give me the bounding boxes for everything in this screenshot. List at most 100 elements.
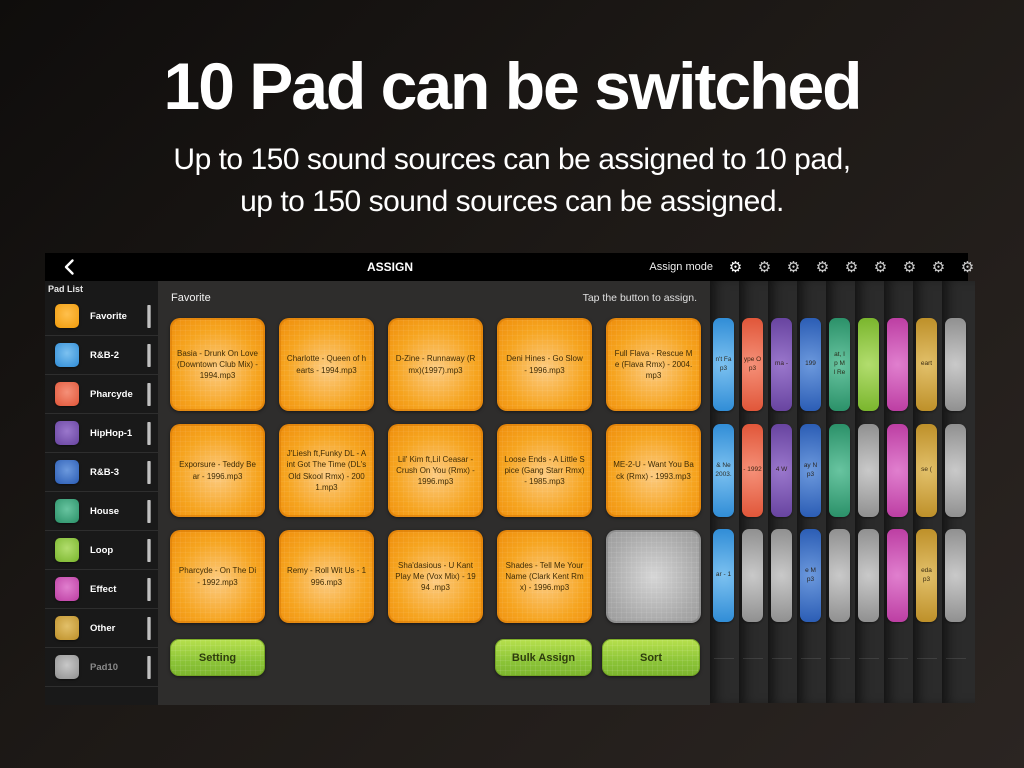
- gear-icon[interactable]: ⚙: [728, 258, 743, 276]
- drag-handle: [147, 422, 151, 445]
- sidebar-item-label: R&B-2: [90, 349, 120, 361]
- sound-pad[interactable]: Exporsure - Teddy Bear - 1996.mp3: [170, 424, 265, 517]
- pad-sliver: [858, 318, 879, 411]
- pad-label: Remy - Roll Wit Us - 1996.mp3: [286, 566, 367, 587]
- strip-footline: [743, 658, 763, 659]
- gear-icon[interactable]: ⚙: [873, 258, 888, 276]
- pad-color-icon: [55, 577, 79, 601]
- hero-subtitle-line2: up to 150 sound sources can be assigned.: [240, 184, 784, 218]
- stacked-panel-r-b-2: n't Fa p3 & Ne 2003. ar - 1: [710, 281, 739, 703]
- back-button[interactable]: [61, 258, 79, 276]
- sound-pad[interactable]: D-Zine - Runnaway (Rmx)(1997).mp3: [388, 318, 483, 411]
- screen-title: ASSIGN: [366, 260, 413, 274]
- pad-label: D-Zine - Runnaway (Rmx)(1997).mp3: [395, 354, 476, 375]
- pad-sliver: eart: [916, 318, 937, 411]
- pad-sliver-text: ay N p3: [803, 461, 818, 478]
- strip-footline: [888, 658, 908, 659]
- stacked-panel-r-b-3: 199 ay N p3 e M p3: [797, 281, 826, 703]
- sidebar-item-pharcyde[interactable]: Pharcyde: [45, 375, 158, 414]
- sound-pad[interactable]: J'Liesh ft,Funky DL - Aint Got The Time …: [279, 424, 374, 517]
- gear-icon[interactable]: ⚙: [757, 258, 772, 276]
- pad-sliver-text: ar - 1: [715, 571, 732, 579]
- pad-label: Basia - Drunk On Love (Downtown Club Mix…: [177, 348, 258, 381]
- sidebar-item-other[interactable]: Other: [45, 609, 158, 648]
- sidebar-item-effect[interactable]: Effect: [45, 570, 158, 609]
- strip-footline: [917, 658, 937, 659]
- sidebar-item-label: Favorite: [90, 310, 127, 322]
- pad-sliver: se (: [916, 424, 937, 517]
- pad-sliver: n't Fa p3: [713, 318, 734, 411]
- pad-sliver-text: n't Fa p3: [715, 355, 732, 372]
- pad-sliver-text: - 1992: [743, 466, 762, 474]
- pad-label: Pharcyde - On The Di - 1992.mp3: [178, 566, 257, 587]
- assign-mode-label: Assign mode: [649, 261, 713, 273]
- stacked-panel-pharcyde: ype O p3 - 1992: [739, 281, 768, 703]
- pad-sliver: ype O p3: [742, 318, 763, 411]
- drag-handle: [147, 617, 151, 640]
- pad-sliver: ma -: [771, 318, 792, 411]
- pad-sliver: [742, 529, 763, 622]
- sound-pad[interactable]: Full Flava - Rescue Me (Flava Rmx) - 200…: [606, 318, 701, 411]
- sort-button[interactable]: Sort: [602, 639, 700, 676]
- sidebar-item-pad10[interactable]: Pad10: [45, 648, 158, 687]
- sidebar-item-hiphop-1[interactable]: HipHop-1: [45, 414, 158, 453]
- pad-label: ME-2-U - Want You Back (Rmx) - 1993.mp3: [613, 460, 694, 481]
- strip-footline: [772, 658, 792, 659]
- strip-footline: [714, 658, 734, 659]
- sound-pad[interactable]: Lil' Kim ft,Lil Ceasar - Crush On You (R…: [388, 424, 483, 517]
- strip-footline: [946, 658, 966, 659]
- sound-pad[interactable]: Shades - Tell Me Your Name (Clark Kent R…: [497, 530, 592, 623]
- empty-pad[interactable]: [606, 530, 701, 623]
- pad-sliver: [829, 424, 850, 517]
- sidebar-item-r-b-2[interactable]: R&B-2: [45, 336, 158, 375]
- sound-pad[interactable]: ME-2-U - Want You Back (Rmx) - 1993.mp3: [606, 424, 701, 517]
- pad-sliver: eda p3: [916, 529, 937, 622]
- sound-pad[interactable]: Charlotte - Queen of hearts - 1994.mp3: [279, 318, 374, 411]
- sound-pad[interactable]: Loose Ends - A Little Spice (Gang Starr …: [497, 424, 592, 517]
- gear-icon[interactable]: ⚙: [931, 258, 946, 276]
- sidebar-item-r-b-3[interactable]: R&B-3: [45, 453, 158, 492]
- stacked-panel-pad10: [942, 281, 975, 703]
- sound-pad[interactable]: Basia - Drunk On Love (Downtown Club Mix…: [170, 318, 265, 411]
- gear-icon[interactable]: ⚙: [902, 258, 917, 276]
- pad-color-icon: [55, 499, 79, 523]
- setting-button[interactable]: Setting: [170, 639, 265, 676]
- pad-sliver: & Ne 2003.: [713, 424, 734, 517]
- pad-sliver-text: se (: [921, 466, 932, 474]
- gear-icon[interactable]: ⚙: [786, 258, 801, 276]
- pad-grid: Basia - Drunk On Love (Downtown Club Mix…: [170, 318, 701, 623]
- drag-handle: [147, 461, 151, 484]
- pad-sliver: - 1992: [742, 424, 763, 517]
- sound-pad[interactable]: Remy - Roll Wit Us - 1996.mp3: [279, 530, 374, 623]
- hero-title: 10 Pad can be switched: [163, 49, 863, 123]
- pad-sliver-text: at, I p M l Re: [833, 351, 846, 376]
- pad-color-icon: [55, 655, 79, 679]
- drag-handle: [147, 539, 151, 562]
- bulk-assign-button[interactable]: Bulk Assign: [495, 639, 592, 676]
- pad-label: Lil' Kim ft,Lil Ceasar - Crush On You (R…: [396, 454, 475, 487]
- sidebar-item-label: Pharcyde: [90, 388, 133, 400]
- gear-icon[interactable]: ⚙: [960, 258, 975, 276]
- sidebar-item-loop[interactable]: Loop: [45, 531, 158, 570]
- sound-pad[interactable]: Sha'dasious - U Kant Play Me (Vox Mix) -…: [388, 530, 483, 623]
- sidebar-item-house[interactable]: House: [45, 492, 158, 531]
- assign-hint: Tap the button to assign.: [582, 292, 697, 304]
- sidebar-item-favorite[interactable]: Favorite: [45, 297, 158, 336]
- gear-icon[interactable]: ⚙: [844, 258, 859, 276]
- pad-sliver: ay N p3: [800, 424, 821, 517]
- gear-icon[interactable]: ⚙: [815, 258, 830, 276]
- pad-label: Full Flava - Rescue Me (Flava Rmx) - 200…: [614, 348, 693, 381]
- header-bar: ASSIGN Assign mode ⚙ ⚙ ⚙ ⚙ ⚙ ⚙ ⚙ ⚙ ⚙: [45, 253, 974, 281]
- pad-color-icon: [55, 421, 79, 445]
- sound-pad[interactable]: Deni Hines - Go Slow - 1996.mp3: [497, 318, 592, 411]
- gear-row: ⚙ ⚙ ⚙ ⚙ ⚙ ⚙ ⚙ ⚙ ⚙: [721, 253, 982, 281]
- pad-sliver-text: ma -: [775, 360, 788, 368]
- pad-color-icon: [55, 616, 79, 640]
- pad-label: Exporsure - Teddy Bear - 1996.mp3: [179, 460, 256, 481]
- sound-pad[interactable]: Pharcyde - On The Di - 1992.mp3: [170, 530, 265, 623]
- pad-sliver: [887, 318, 908, 411]
- pad-sliver-text: & Ne 2003.: [715, 461, 732, 478]
- sidebar-item-label: Loop: [90, 544, 114, 556]
- pad-sliver-text: 4 W: [775, 466, 788, 474]
- stacked-panel-effect: [884, 281, 913, 703]
